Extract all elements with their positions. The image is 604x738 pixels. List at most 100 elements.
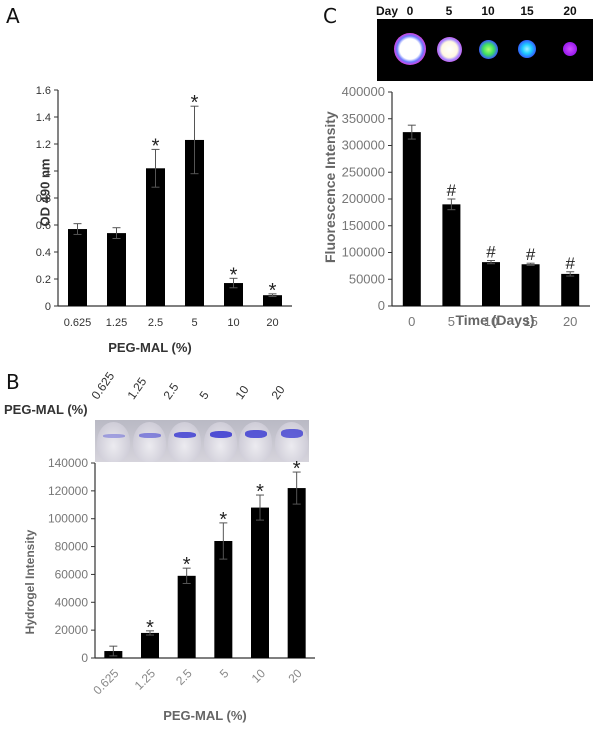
hydrogel-well-image bbox=[95, 420, 309, 462]
x-tick-label: 20 bbox=[266, 317, 278, 329]
x-tick-label: 10 bbox=[227, 317, 239, 329]
x-tick-label: 5 bbox=[191, 317, 197, 329]
fluorescence-image bbox=[377, 19, 593, 81]
hydrogel-well bbox=[239, 422, 272, 462]
chart-c-ylabel: Fluorescence Intensity bbox=[322, 111, 338, 263]
bar bbox=[214, 541, 233, 658]
x-tick-label: 2.5 bbox=[148, 317, 163, 329]
significance-marker: * bbox=[230, 264, 238, 286]
dye-spot bbox=[138, 433, 161, 438]
bar bbox=[185, 139, 204, 306]
x-tick-label: 0 bbox=[408, 314, 415, 329]
fluorescence-spot bbox=[436, 36, 462, 62]
bar bbox=[263, 295, 282, 306]
significance-marker: # bbox=[565, 254, 575, 273]
y-tick-label: 50000 bbox=[349, 271, 385, 286]
dye-spot bbox=[245, 430, 267, 438]
bar bbox=[521, 264, 540, 306]
significance-marker: * bbox=[219, 509, 227, 531]
day-column-label: 20 bbox=[563, 4, 577, 18]
y-tick-label: 1.4 bbox=[36, 112, 51, 124]
y-tick-label: 1.6 bbox=[36, 85, 51, 97]
dye-spot bbox=[280, 429, 303, 438]
bar bbox=[146, 168, 165, 306]
y-tick-label: 1 bbox=[45, 166, 51, 178]
significance-marker: * bbox=[183, 554, 191, 576]
hydrogel-well bbox=[168, 422, 201, 462]
y-tick-label: 0.2 bbox=[36, 274, 51, 286]
panel-c-image-col-labels: Day 0 5 10 15 20 bbox=[376, 4, 604, 20]
bar bbox=[402, 132, 421, 306]
y-tick-label: 0.6 bbox=[36, 220, 51, 232]
y-tick-label: 0 bbox=[81, 651, 88, 665]
chart-a-ylabel: OD 490 nm bbox=[37, 158, 53, 227]
dye-spot bbox=[209, 431, 232, 438]
significance-marker: # bbox=[526, 245, 536, 264]
y-tick-label: 120000 bbox=[48, 484, 88, 498]
fluorescence-spot bbox=[518, 40, 536, 58]
bar bbox=[442, 204, 461, 306]
x-tick-label: 5 bbox=[217, 666, 232, 681]
well-column-label: 2.5 bbox=[160, 380, 182, 402]
panel-b-label: B bbox=[6, 370, 20, 394]
chart-c: 0 50000 100000 150000 200000 250000 300000 3500… bbox=[300, 82, 604, 332]
y-tick-label: 40000 bbox=[55, 595, 89, 609]
panel-b-image-row-label: PEG-MAL (%) bbox=[4, 402, 88, 417]
y-tick-label: 0.8 bbox=[36, 193, 51, 205]
bar bbox=[141, 632, 159, 658]
y-tick-label: 100000 bbox=[48, 512, 88, 526]
y-tick-label: 20000 bbox=[55, 623, 89, 637]
y-tick-label: 350000 bbox=[342, 111, 385, 126]
chart-a-xlabel: PEG-MAL (%) bbox=[108, 340, 192, 355]
y-tick-label: 140000 bbox=[48, 456, 88, 470]
hydrogel-well bbox=[274, 422, 308, 462]
significance-marker: * bbox=[152, 135, 160, 157]
day-row-label: Day bbox=[376, 4, 399, 18]
well-column-label: 20 bbox=[268, 383, 288, 402]
y-tick-label: 250000 bbox=[342, 164, 385, 179]
day-column-label: 0 bbox=[406, 4, 414, 18]
significance-marker: * bbox=[269, 280, 277, 302]
significance-marker: # bbox=[486, 243, 496, 262]
bar bbox=[482, 262, 500, 306]
y-tick-label: 200000 bbox=[342, 191, 385, 206]
chart-b-plot: 0 20000 40000 60000 80000 100000 120000 140000 0… bbox=[48, 456, 315, 697]
day-column-label: 5 bbox=[445, 4, 453, 18]
chart-c-xlabel: Time (Days) bbox=[455, 312, 535, 328]
chart-b-ylabel: Hydrogel Intensity bbox=[23, 529, 37, 635]
bar bbox=[251, 507, 269, 658]
hydrogel-well bbox=[97, 422, 130, 462]
bar bbox=[224, 283, 243, 306]
y-tick-label: 400000 bbox=[342, 84, 385, 99]
significance-marker: * bbox=[293, 458, 301, 480]
well-column-label: 0.625 bbox=[88, 369, 118, 402]
fluorescence-spot bbox=[563, 42, 577, 56]
significance-marker: * bbox=[146, 617, 154, 639]
panel-c-label: C bbox=[323, 4, 337, 28]
dye-spot bbox=[103, 434, 125, 438]
bar bbox=[177, 575, 196, 658]
x-tick-label: 15 bbox=[523, 314, 537, 329]
significance-marker: * bbox=[256, 481, 264, 503]
x-tick-label: 0.625 bbox=[64, 317, 92, 329]
y-tick-label: 80000 bbox=[55, 540, 89, 554]
chart-a-plot: 0 0.2 0.4 0.6 0.8 1 1.2 1.4 1.6 0.625 1.25 * 2.5 * 5 * 1… bbox=[36, 85, 292, 329]
chart-b-xlabel: PEG-MAL (%) bbox=[163, 708, 247, 723]
day-column-label: 10 bbox=[481, 4, 495, 18]
panel-b-image-col-labels: 0.625 1.25 2.5 5 10 20 bbox=[88, 369, 310, 408]
chart-a: 0 0.2 0.4 0.6 0.8 1 1.2 1.4 1.6 0.625 1.25 * 2.5 * 5 * 1… bbox=[0, 80, 300, 330]
chart-b: 0 20000 40000 60000 80000 100000 120000 140000 0… bbox=[0, 455, 320, 733]
day-column-label: 15 bbox=[520, 4, 534, 18]
y-tick-label: 60000 bbox=[55, 567, 89, 581]
hydrogel-well bbox=[132, 422, 166, 462]
y-tick-label: 0.4 bbox=[36, 247, 51, 259]
panel-a-label: A bbox=[6, 4, 20, 28]
x-tick-label: 20 bbox=[563, 314, 577, 329]
x-tick-label: 5 bbox=[448, 314, 455, 329]
y-tick-label: 150000 bbox=[342, 218, 385, 233]
x-tick-label: 1.25 bbox=[132, 666, 159, 693]
x-tick-label: 10 bbox=[249, 666, 269, 686]
dye-spot bbox=[174, 432, 196, 438]
well-column-label: 1.25 bbox=[124, 374, 150, 402]
significance-marker: * bbox=[191, 92, 199, 114]
